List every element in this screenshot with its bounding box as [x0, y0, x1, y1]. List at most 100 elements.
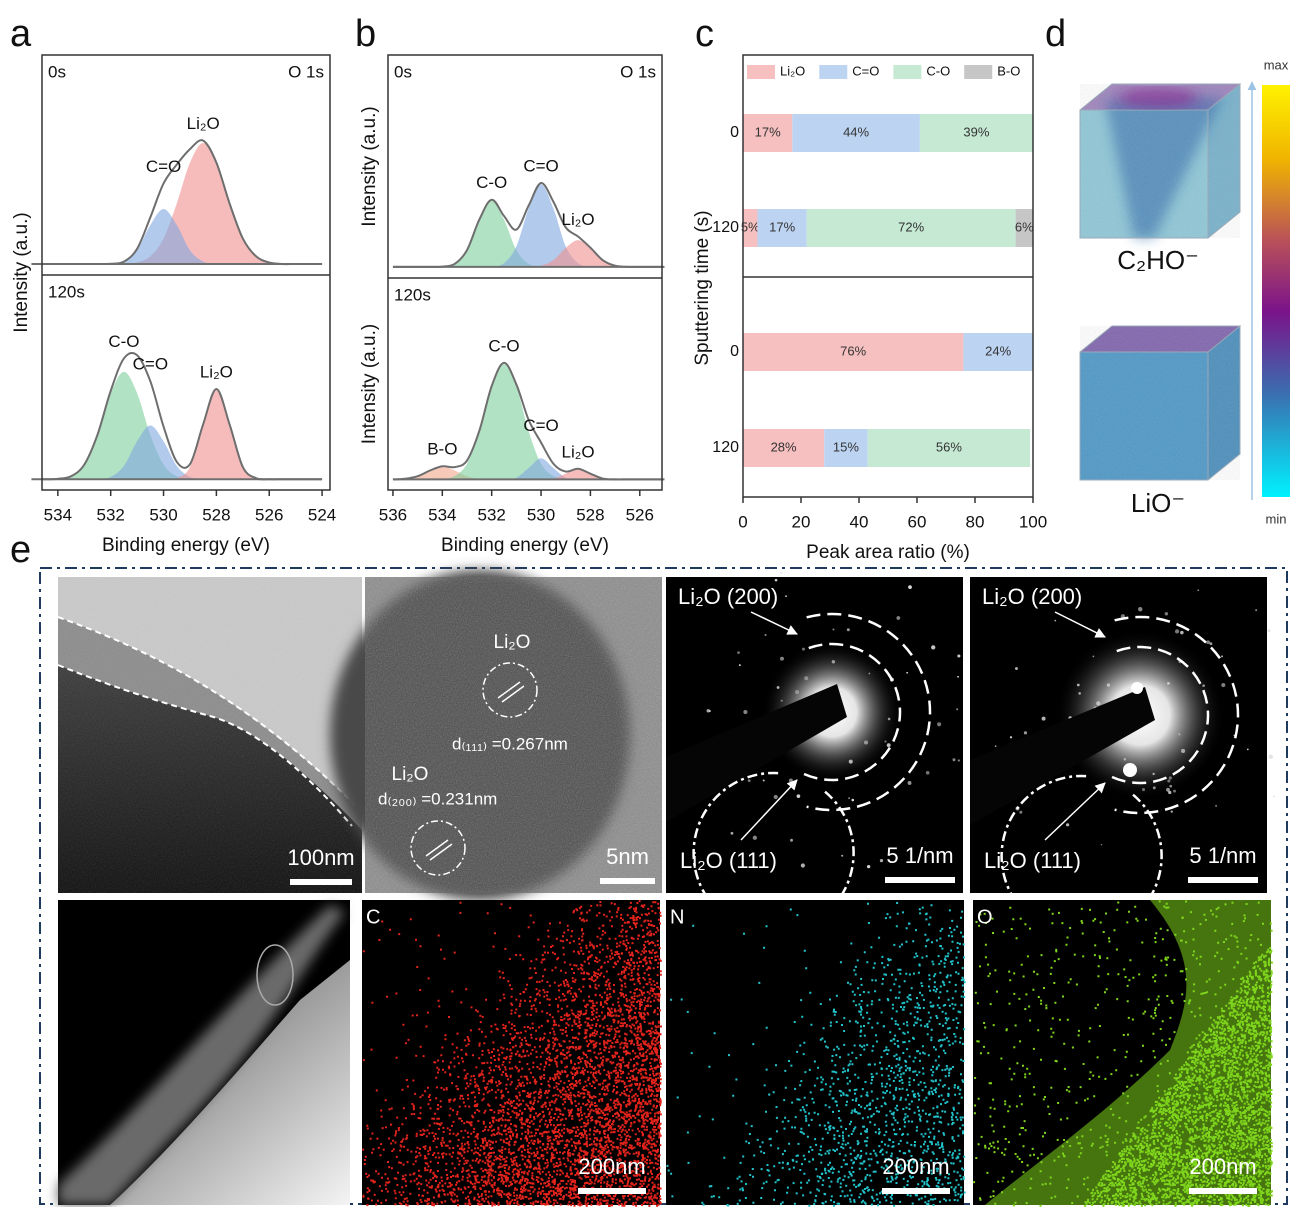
- diffraction-spot: [797, 794, 801, 798]
- diffraction-spot: [785, 595, 787, 597]
- peak-label: C-O: [108, 332, 139, 351]
- diffraction-spot: [957, 654, 960, 657]
- diffraction-spot: [1015, 667, 1018, 670]
- peak-label: Li₂O: [187, 114, 220, 133]
- peak-label: C=O: [523, 156, 558, 175]
- diffraction-spot: [775, 579, 778, 582]
- x-tick-label: 536: [379, 505, 407, 524]
- annotation: Li₂O: [392, 764, 429, 785]
- diffraction-spot: [1101, 844, 1103, 846]
- diffraction-spot: [764, 634, 766, 636]
- legend-label: B-O: [997, 63, 1020, 78]
- x-tick-label: 0: [738, 512, 747, 531]
- annotation: Li₂O (200): [678, 584, 778, 609]
- y-axis-title: Sputtering time (s): [692, 210, 713, 365]
- x-axis-title: Binding energy (eV): [102, 535, 270, 556]
- legend-label: C=O: [852, 63, 879, 78]
- diffraction-spot: [709, 710, 711, 712]
- x-tick-label: 528: [576, 505, 604, 524]
- peak-label: C-O: [488, 336, 519, 355]
- diffraction-spot: [1210, 642, 1213, 645]
- scale-bar: [600, 878, 655, 884]
- element-label: N: [670, 906, 684, 928]
- value-label: 6%: [1015, 219, 1034, 234]
- value-label: 72%: [898, 219, 924, 234]
- colorbar-label: min: [1266, 511, 1287, 526]
- scale-bar-label: 200nm: [1189, 1154, 1256, 1179]
- scale-bar-label: 200nm: [578, 1154, 645, 1179]
- element-label: O: [977, 906, 993, 928]
- diffraction-spot: [908, 585, 912, 589]
- diffraction-spot: [780, 657, 784, 661]
- diffraction-spot: [841, 855, 843, 857]
- x-tick-label: 20: [792, 512, 811, 531]
- diffraction-spot: [1024, 731, 1027, 734]
- diffraction-spot: [763, 780, 765, 782]
- x-tick-label: 532: [477, 505, 505, 524]
- peak-label: C=O: [523, 416, 558, 435]
- diffraction-spot: [851, 799, 854, 802]
- diffraction-spot: [953, 758, 956, 761]
- x-tick-label: 532: [97, 505, 125, 524]
- panel-letter: d: [1045, 13, 1066, 55]
- value-label: 44%: [843, 124, 869, 139]
- scale-bar: [1189, 1188, 1257, 1194]
- annotation: d₍₁₁₁₎ =0.267nm: [452, 734, 568, 753]
- panel-letter: b: [355, 13, 376, 55]
- subplot-label: 0s: [394, 62, 412, 81]
- scale-bar: [1188, 877, 1258, 883]
- diffraction-spot: [1180, 631, 1183, 634]
- y-axis-title: Intensity (a.u.): [359, 324, 380, 444]
- value-label: 24%: [985, 343, 1011, 358]
- peak-label: Li₂O: [562, 210, 595, 229]
- diffraction-spot: [774, 795, 778, 799]
- diffraction-spot: [1123, 763, 1137, 777]
- annotation: d₍₂₀₀₎ =0.231nm: [378, 789, 497, 808]
- diffraction-spot: [847, 628, 850, 631]
- diffraction-spot: [789, 778, 793, 782]
- diffraction-spot: [1255, 609, 1257, 611]
- diffraction-spot: [1268, 629, 1271, 632]
- x-tick-label: 40: [850, 512, 869, 531]
- diffraction-spot: [1171, 810, 1173, 812]
- value-label: 39%: [963, 124, 989, 139]
- scale-bar: [882, 1188, 950, 1194]
- x-tick-label: 60: [908, 512, 927, 531]
- diffraction-spot: [958, 759, 960, 761]
- diffraction-spot: [790, 839, 793, 842]
- legend-label: C-O: [926, 63, 950, 78]
- diffraction-spot: [1215, 805, 1217, 807]
- diffraction-spot: [1221, 683, 1225, 687]
- scale-bar-label: 5 1/nm: [1189, 843, 1256, 868]
- legend-swatch: [819, 65, 847, 79]
- diffraction-spot: [832, 628, 834, 630]
- region-label: O 1s: [620, 62, 656, 81]
- scale-bar-label: 5nm: [606, 844, 649, 869]
- diffraction-spot: [1285, 732, 1287, 734]
- x-tick-label: 530: [527, 505, 555, 524]
- diffraction-spot: [931, 645, 935, 649]
- x-tick-label: 528: [202, 505, 230, 524]
- scale-bar: [578, 1188, 646, 1194]
- subplot-label: 120s: [48, 282, 85, 301]
- ion-label: C₂HO⁻: [1117, 245, 1199, 275]
- panel-letter: e: [10, 529, 31, 571]
- annotation: Li₂O (111): [984, 848, 1081, 873]
- x-tick-label: 526: [626, 505, 654, 524]
- y-tick-label: 0: [730, 343, 739, 360]
- diffraction-spot: [731, 832, 734, 835]
- diffraction-spot: [1269, 755, 1273, 759]
- annotation: Li₂O: [494, 632, 531, 653]
- envelope-line: [31, 353, 322, 479]
- peak-label: C=O: [146, 157, 181, 176]
- colorbar-label: max: [1264, 57, 1289, 72]
- figure: Li₂O C=O 0s O 1s C-O C=O Li₂O 120s Intensity (a.…: [0, 0, 1292, 1207]
- diffraction-spot: [739, 664, 741, 666]
- diffraction-spot: [1066, 823, 1069, 826]
- value-label: 17%: [769, 219, 795, 234]
- diffraction-spot: [1206, 640, 1210, 644]
- value-label: 17%: [755, 124, 781, 139]
- y-axis-title: Intensity (a.u.): [359, 106, 380, 226]
- peak-label: Li₂O: [200, 362, 233, 381]
- diffraction-spot: [1175, 629, 1179, 633]
